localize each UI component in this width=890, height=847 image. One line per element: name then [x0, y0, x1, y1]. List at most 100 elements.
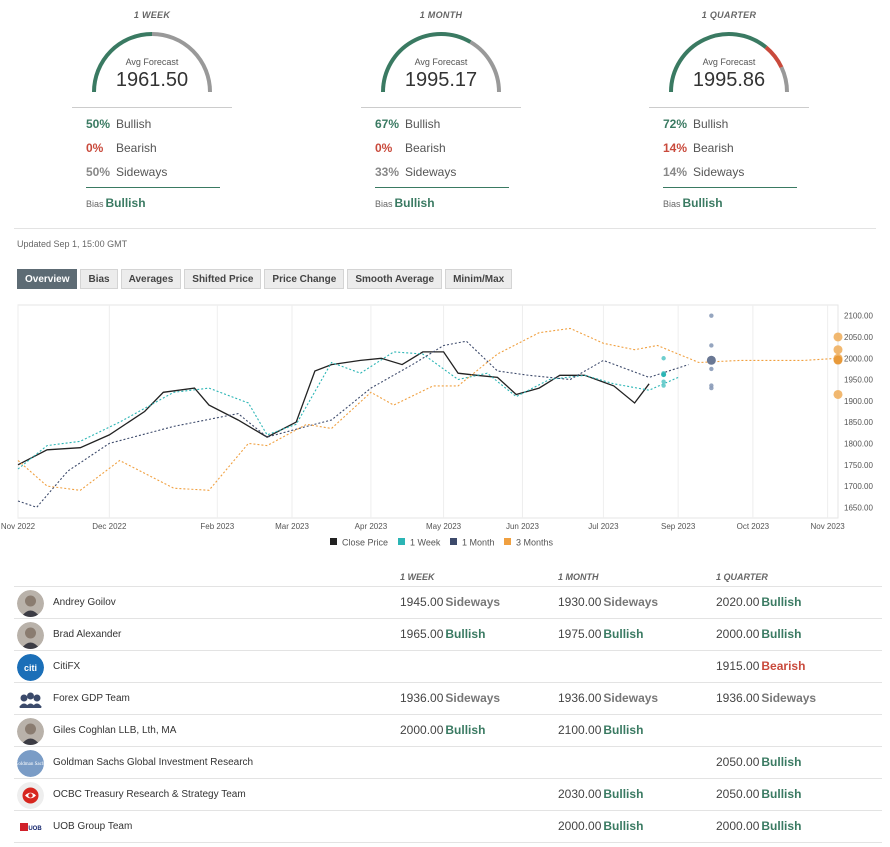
forecast-value: 1936.00: [400, 691, 444, 705]
bias-divider: [375, 187, 509, 188]
citi-logo: citi: [17, 654, 44, 681]
contributor-name[interactable]: Forex GDP Team: [53, 693, 130, 704]
gauge-period: 1 MONTH: [419, 10, 463, 20]
tab-minim-max[interactable]: Minim/Max: [445, 269, 513, 289]
table-body: Andrey Goilov 1945.00 Sideways 1930.00 Sidew…: [14, 587, 882, 843]
forecast-value: 2000.00: [716, 819, 760, 833]
avg-forecast-label: Avg Forecast: [702, 57, 756, 67]
table-row: Brad Alexander 1965.00 Bullish 1975.00 Bulli…: [14, 619, 882, 651]
tab-shifted-price[interactable]: Shifted Price: [184, 269, 262, 289]
forecast-direction: Bullish: [603, 723, 644, 737]
tab-smooth-average[interactable]: Smooth Average: [347, 269, 443, 289]
gauge-sideways-arc: [151, 32, 212, 93]
contributor-name[interactable]: Giles Coghlan LLB, Lth, MA: [53, 725, 177, 736]
table-row: Giles Coghlan LLB, Lth, MA 2000.00 Bullish…: [14, 715, 882, 747]
average-forecast-marker: [661, 372, 667, 378]
table-row: citi CitiFX 1915.00 Bearish: [14, 651, 882, 683]
forecast-dot: [833, 389, 843, 399]
forecast-dot: [661, 379, 666, 384]
forecast-dot: [709, 343, 714, 348]
x-tick-label: Jul 2023: [588, 522, 619, 531]
forecast-direction: Bullish: [445, 627, 486, 641]
sideways-stat: 14% Sideways: [663, 165, 744, 179]
goldman-logo: Goldman Sachs: [17, 750, 44, 777]
forecast-direction: Sideways: [603, 691, 659, 705]
forecast-value: 2000.00: [400, 723, 444, 737]
contributor-name[interactable]: OCBC Treasury Research & Strategy Team: [53, 789, 246, 800]
bearish-stat: 0% Bearish: [86, 141, 157, 155]
bias-value: Bullish: [682, 196, 723, 210]
series-line-1-month: [17, 340, 689, 508]
bullish-percent: 72%: [663, 117, 688, 131]
legend-swatch: [504, 538, 511, 545]
gauge-bullish-arc: [381, 32, 472, 93]
forecast-direction: Sideways: [445, 595, 501, 609]
contributor-name[interactable]: UOB Group Team: [53, 821, 133, 832]
bias-divider: [663, 187, 797, 188]
forecast-month: 1936.00 Sideways: [558, 691, 658, 705]
forecast-direction: Bullish: [761, 627, 802, 641]
contributor-name[interactable]: CitiFX: [53, 661, 81, 672]
gauge-arc: [669, 32, 789, 93]
sideways-label: Sideways: [693, 165, 745, 179]
gauge-bullish-arc: [92, 32, 153, 93]
bias-value: Bullish: [394, 196, 435, 210]
series-line-1-week: [17, 351, 679, 470]
forecast-dot: [709, 366, 714, 372]
legend-item-close-price[interactable]: Close Price: [330, 538, 388, 548]
y-tick-label: 1900.00: [844, 397, 873, 406]
gauge-period: 1 WEEK: [133, 10, 171, 20]
bearish-stat: 0% Bearish: [375, 141, 446, 155]
updated-timestamp: Updated Sep 1, 15:00 GMT: [17, 239, 128, 249]
legend-item-1-month[interactable]: 1 Month: [450, 538, 495, 548]
tab-averages[interactable]: Averages: [120, 269, 182, 289]
contributor-name[interactable]: Andrey Goilov: [53, 597, 116, 608]
legend-item-1-week[interactable]: 1 Week: [398, 538, 441, 548]
forecast-value: 1936.00: [716, 691, 760, 705]
bias-value: Bullish: [105, 196, 146, 210]
x-tick-label: Mar 2023: [275, 522, 309, 531]
forecast-value: 1975.00: [558, 627, 602, 641]
forecast-direction: Bullish: [603, 819, 644, 833]
bullish-percent: 50%: [86, 117, 111, 131]
bias-label: Bias: [86, 199, 104, 209]
uob-logo-text: UOB: [28, 826, 42, 832]
forecast-month: 1975.00 Bullish: [558, 627, 643, 641]
forecast-chart: Nov 2022 Dec 2022 Feb 2023 Mar 2023 Apr 2023…: [1, 304, 873, 548]
gauge-period: 1 QUARTER: [701, 10, 757, 20]
gauge-bearish-arc: [764, 45, 784, 69]
legend-label: 1 Week: [410, 538, 441, 548]
gauge-sideways-arc: [469, 40, 501, 93]
bullish-stat: 72% Bullish: [663, 117, 728, 131]
forecast-dot: [709, 313, 714, 318]
forecast-direction: Sideways: [603, 595, 659, 609]
bearish-stat: 14% Bearish: [663, 141, 734, 155]
forecast-month: 2100.00 Bullish: [558, 723, 643, 737]
bias-row: Bias Bullish: [375, 196, 435, 210]
forecast-direction: Bullish: [445, 723, 486, 737]
forecast-quarter: 2000.00 Bullish: [716, 819, 801, 833]
contributor-name[interactable]: Goldman Sachs Global Investment Research: [53, 757, 254, 768]
avatar: [17, 622, 44, 649]
forecast-value: 2000.00: [558, 819, 602, 833]
avg-forecast-value: 1961.50: [115, 69, 189, 91]
tab-overview[interactable]: Overview: [17, 269, 78, 289]
gauge-divider: [649, 107, 809, 108]
tab-bias[interactable]: Bias: [80, 269, 118, 289]
bearish-label: Bearish: [116, 141, 157, 155]
tab-price-change[interactable]: Price Change: [264, 269, 345, 289]
team-icon: [17, 686, 44, 713]
forecast-value: 2050.00: [716, 755, 760, 769]
bullish-label: Bullish: [693, 117, 729, 131]
forecast-dot: [833, 345, 843, 355]
header-1-month: 1 MONTH: [558, 572, 599, 582]
legend-item-3-months[interactable]: 3 Months: [504, 538, 554, 548]
gauge-arc: [381, 32, 501, 93]
ocbc-logo: [17, 782, 44, 809]
sideways-label: Sideways: [116, 165, 168, 179]
legend-label: 3 Months: [516, 538, 554, 548]
forecast-direction: Bullish: [761, 755, 802, 769]
contributor-name[interactable]: Brad Alexander: [53, 629, 122, 640]
forecast-dot: [709, 383, 714, 388]
table-header: 1 WEEK 1 MONTH 1 QUARTER: [14, 565, 882, 587]
